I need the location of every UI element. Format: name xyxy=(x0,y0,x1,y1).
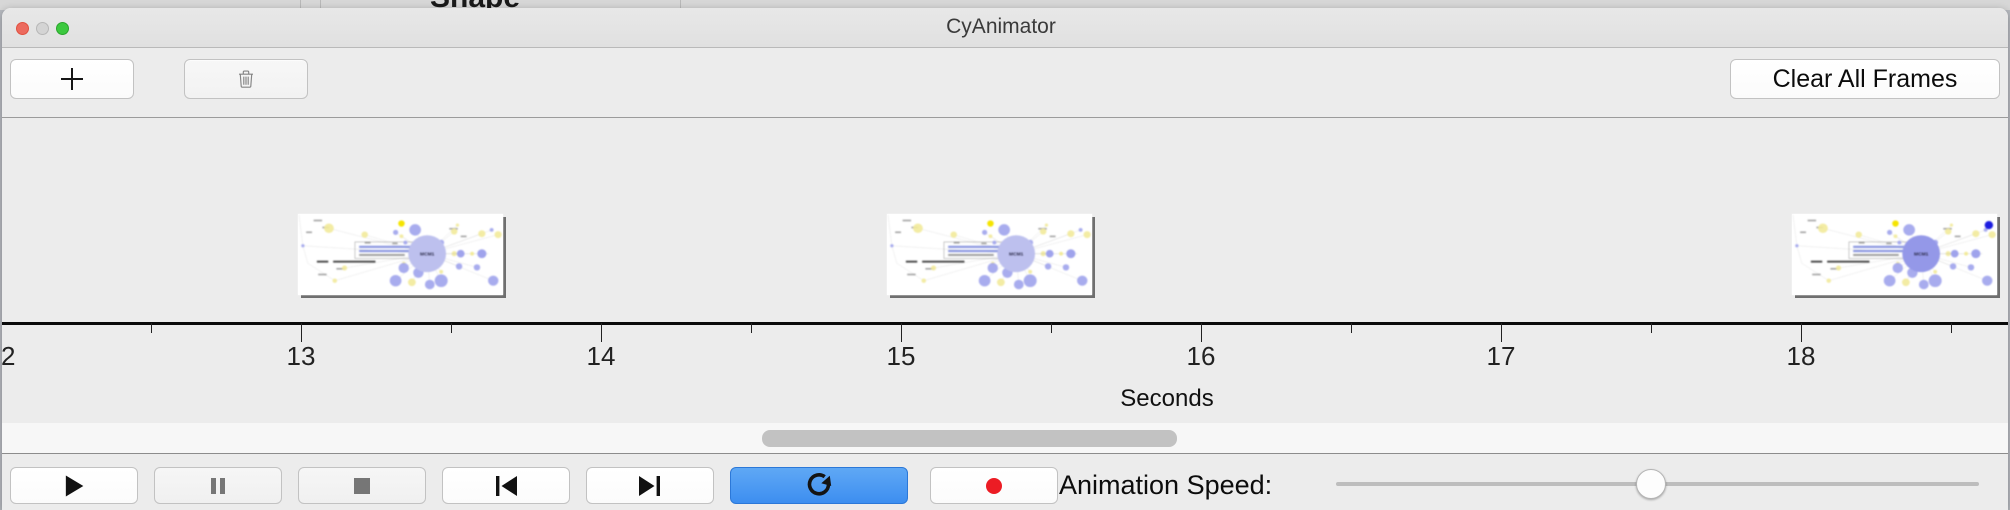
svg-text:MCM1: MCM1 xyxy=(1009,252,1024,258)
svg-text:MCM1: MCM1 xyxy=(1914,252,1929,258)
svg-text:MCM1: MCM1 xyxy=(420,252,435,258)
